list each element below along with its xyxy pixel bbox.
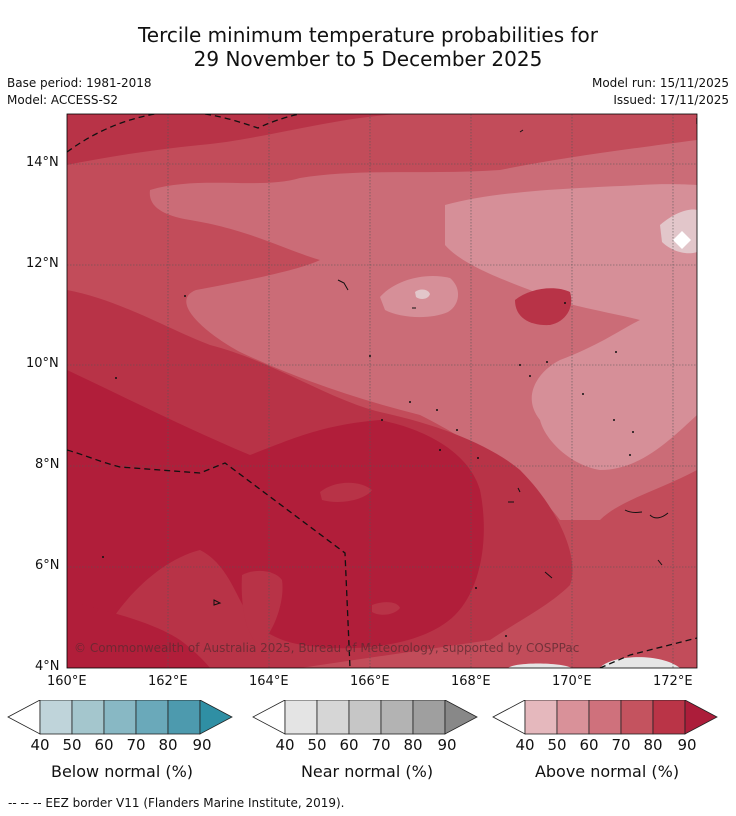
contour-80-c bbox=[515, 288, 572, 326]
cbar-above-tick-40: 40 bbox=[515, 736, 535, 754]
cbar-near-tick-70: 70 bbox=[371, 736, 391, 754]
cbar-below-segment bbox=[71, 700, 105, 735]
cbar-near-tick-40: 40 bbox=[275, 736, 295, 754]
lon-label-170: 170°E bbox=[552, 674, 592, 689]
cbar-near-segment bbox=[412, 700, 446, 735]
cbar-near-segment bbox=[316, 700, 350, 735]
cbar-near-segment bbox=[284, 700, 318, 735]
cbar-below-tick-40: 40 bbox=[30, 736, 50, 754]
contour-80 bbox=[67, 114, 400, 165]
cbar-below-tick-50: 50 bbox=[62, 736, 82, 754]
atolls bbox=[102, 295, 634, 637]
cbar-above-tick-90: 90 bbox=[677, 736, 697, 754]
model-run: Model run: 15/11/2025 bbox=[591, 76, 729, 90]
cbar-near-under-arrow bbox=[252, 700, 286, 735]
colorbars bbox=[7, 700, 718, 735]
contour-80-d bbox=[320, 482, 372, 502]
cbar-above-over-arrow bbox=[684, 700, 718, 735]
lat-label-4: 4°N bbox=[35, 659, 60, 674]
cbar-near-tick-50: 50 bbox=[307, 736, 327, 754]
cbar-below-label: Below normal (%) bbox=[50, 762, 194, 781]
lon-label-164: 164°E bbox=[249, 674, 289, 689]
copyright-notice: © Commonwealth of Australia 2025, Bureau… bbox=[74, 641, 580, 655]
title-line-2: 29 November to 5 December 2025 bbox=[193, 47, 543, 71]
issued-date: Issued: 17/11/2025 bbox=[613, 93, 729, 107]
contour-near-normal bbox=[508, 657, 680, 668]
cbar-above-segment bbox=[556, 700, 590, 735]
lat-label-10: 10°N bbox=[26, 356, 59, 371]
cbar-below-over-arrow bbox=[199, 700, 233, 735]
cbar-below-tick-90: 90 bbox=[192, 736, 212, 754]
islands bbox=[213, 129, 669, 606]
contour-40-b bbox=[415, 289, 430, 299]
probability-contours bbox=[67, 114, 697, 668]
cbar-near-tick-90: 90 bbox=[437, 736, 457, 754]
cbar-above-tick-50: 50 bbox=[547, 736, 567, 754]
cbar-above-under-arrow bbox=[492, 700, 526, 735]
eez-borders bbox=[67, 114, 697, 668]
cbar-above-label: Above normal (%) bbox=[534, 762, 680, 781]
lat-label-6: 6°N bbox=[35, 558, 60, 573]
model-name: Model: ACCESS-S2 bbox=[7, 93, 119, 107]
contour-80-f bbox=[241, 570, 283, 645]
cbar-below-segment bbox=[135, 700, 169, 735]
cbar-near-tick-80: 80 bbox=[403, 736, 423, 754]
graticule bbox=[67, 114, 697, 668]
cbar-above-segment bbox=[652, 700, 686, 735]
lon-label-162: 162°E bbox=[148, 674, 188, 689]
cbar-below-segment bbox=[103, 700, 137, 735]
lon-label-166: 166°E bbox=[350, 674, 390, 689]
cbar-below-segment bbox=[39, 700, 73, 735]
cbar-above-segment bbox=[588, 700, 622, 735]
probability-map bbox=[66, 113, 698, 669]
cbar-near-segment bbox=[348, 700, 382, 735]
title-line-1: Tercile minimum temperature probabilitie… bbox=[137, 23, 599, 47]
lon-label-168: 168°E bbox=[451, 674, 491, 689]
lon-label-160: 160°E bbox=[47, 674, 87, 689]
contour-90 bbox=[67, 370, 484, 668]
contour-80-e bbox=[372, 602, 400, 615]
contour-90-b bbox=[67, 600, 210, 668]
cbar-below-tick-70: 70 bbox=[126, 736, 146, 754]
base-period: Base period: 1981-2018 bbox=[7, 76, 152, 90]
cbar-near-label: Near normal (%) bbox=[300, 762, 434, 781]
cbar-near-tick-60: 60 bbox=[339, 736, 359, 754]
cbar-below-tick-80: 80 bbox=[158, 736, 178, 754]
lat-label-12: 12°N bbox=[26, 256, 59, 271]
cbar-above-segment bbox=[620, 700, 654, 735]
lon-label-172: 172°E bbox=[653, 674, 693, 689]
marker-diamond bbox=[673, 231, 691, 249]
cbar-above-segment bbox=[524, 700, 558, 735]
map-frame bbox=[66, 113, 698, 669]
cbar-below-under-arrow bbox=[7, 700, 41, 735]
lat-label-8: 8°N bbox=[35, 457, 60, 472]
cbar-near-segment bbox=[380, 700, 414, 735]
lat-label-14: 14°N bbox=[26, 155, 59, 170]
contour-50 bbox=[445, 184, 697, 470]
cbar-below-segment bbox=[167, 700, 201, 735]
cbar-below-tick-60: 60 bbox=[94, 736, 114, 754]
eez-footnote: -- -- -- EEZ border V11 (Flanders Marine… bbox=[8, 796, 345, 810]
cbar-above-tick-80: 80 bbox=[643, 736, 663, 754]
cbar-above-tick-60: 60 bbox=[579, 736, 599, 754]
cbar-above-tick-70: 70 bbox=[611, 736, 631, 754]
cbar-near-over-arrow bbox=[444, 700, 478, 735]
